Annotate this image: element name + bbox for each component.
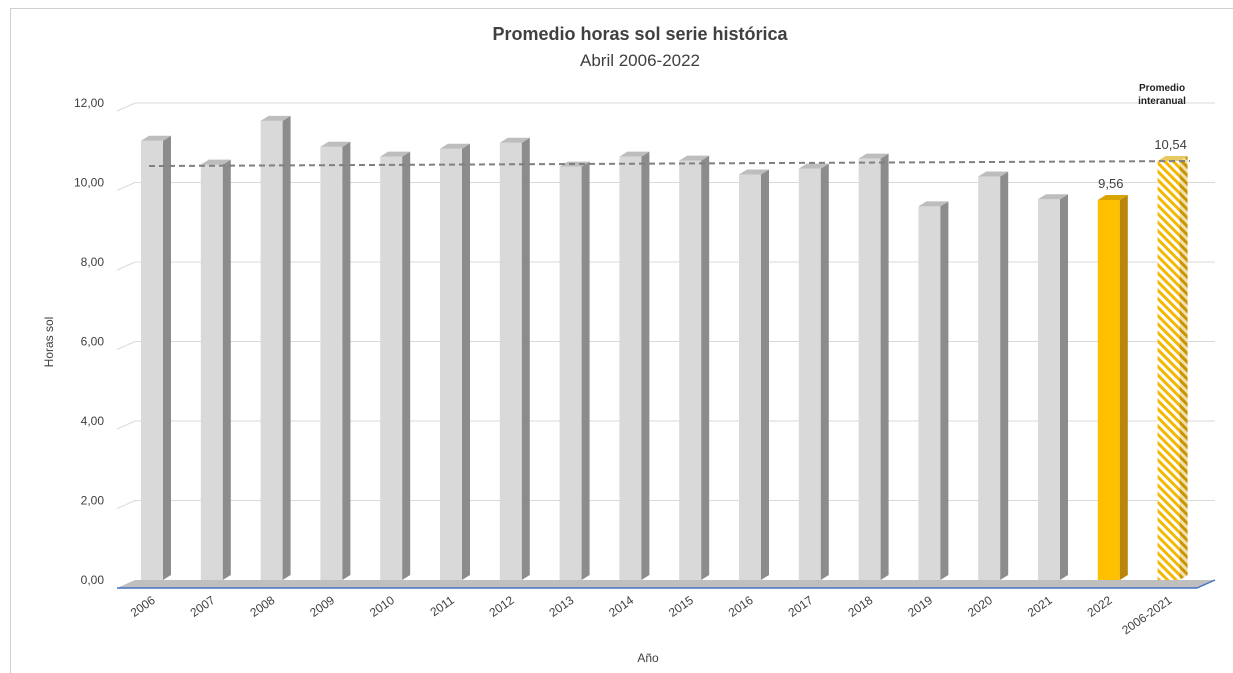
x-tick-label: 2017 [786,593,816,620]
y-tick-label: 2,00 [81,494,105,508]
bar-highlight-side [1119,194,1128,581]
gridline-depth [116,341,136,350]
bar-top [798,163,829,169]
x-axis-title: Año [637,651,659,665]
bar-highlight-top [1097,194,1128,200]
chart-subtitle: Abril 2006-2022 [580,51,700,70]
x-tick-label: 2013 [546,593,576,620]
bar-front [858,158,881,580]
bar-side [641,151,650,580]
bar-top [619,151,650,157]
bar-side [402,151,411,580]
bar-average-side [1179,156,1188,580]
y-tick-label: 10,00 [74,176,104,190]
x-tick-label: 2006-2021 [1119,593,1174,638]
bar-front [679,160,702,580]
bar-top [499,137,530,143]
bar-side [761,169,769,581]
bar-top [978,171,1009,177]
x-axis-line-depth [1196,579,1216,589]
chart-frame [10,8,1233,673]
bar-top [918,201,949,207]
bar-side [880,153,889,580]
x-tick-label: 2014 [606,593,636,620]
bar-front [260,120,283,580]
gridline-depth [116,420,136,430]
bar-side [462,143,470,580]
bar-side [1060,194,1068,580]
bar-front [380,156,403,580]
bar-side [521,137,530,580]
bar-front [918,206,941,580]
bar-top [200,159,231,165]
bar-side [820,163,829,580]
bar-front [978,176,1001,580]
x-tick-label: 2008 [247,593,277,620]
x-tick-label: 2016 [726,593,756,620]
x-tick-label: 2015 [666,593,696,620]
bar-front [559,166,582,580]
bar-side [701,155,710,580]
bar-front [619,156,642,580]
x-tick-label: 2022 [1085,593,1115,620]
data-label: 9,56 [1098,176,1123,191]
gridline-depth [116,182,136,191]
bar-top [739,169,769,175]
bar-side [163,135,171,580]
x-tick-label: 2012 [487,593,517,620]
x-tick-label: 2018 [845,593,875,620]
x-tick-label: 2021 [1025,593,1055,620]
bar-front [141,140,163,580]
y-tick-label: 6,00 [81,335,105,349]
bar-top [1038,194,1068,200]
bar-side [581,161,590,580]
x-tick-label: 2020 [965,593,995,620]
bar-top [380,151,411,157]
average-line [148,160,1191,168]
gridline-depth [116,500,136,509]
bar-average-front [1157,161,1180,580]
x-tick-label: 2011 [428,593,457,619]
x-tick-label: 2006 [128,593,158,620]
y-tick-label: 12,00 [74,96,104,110]
bar-front [440,148,462,580]
bar-side [1000,171,1009,580]
bar-front [798,168,821,580]
bar-side [940,201,949,580]
bar-front [320,146,343,580]
bar-average-top [1157,156,1188,162]
chart-title: Promedio horas sol serie histórica [492,24,788,44]
bar-top [260,115,291,121]
average-line-label: Promedio [1139,83,1185,94]
bar-front [499,142,522,580]
bar-top [141,135,171,141]
bar-front [739,174,761,581]
bar-top [858,153,889,159]
bar-front [1038,199,1060,580]
chart-floor [117,580,1215,588]
y-tick-label: 4,00 [81,414,105,428]
x-tick-label: 2019 [905,593,935,620]
x-tick-label: 2009 [307,593,337,620]
y-tick-label: 8,00 [81,255,105,269]
bar-side [222,159,231,581]
data-label: 10,54 [1154,137,1187,152]
gridline-depth [116,261,136,271]
x-tick-label: 2007 [188,593,218,620]
bar-top [440,143,470,149]
bar-side [282,115,291,580]
bar-top [320,141,351,147]
average-line-label: interanual [1138,96,1186,107]
bar-front [200,164,223,581]
x-tick-label: 2010 [367,593,397,620]
bar-top [679,155,710,161]
gridline-depth [116,102,136,112]
y-tick-label: 0,00 [81,573,105,587]
y-axis-title: Horas sol [42,317,56,368]
bar-side [342,141,351,580]
bar-highlight-front [1097,199,1120,581]
